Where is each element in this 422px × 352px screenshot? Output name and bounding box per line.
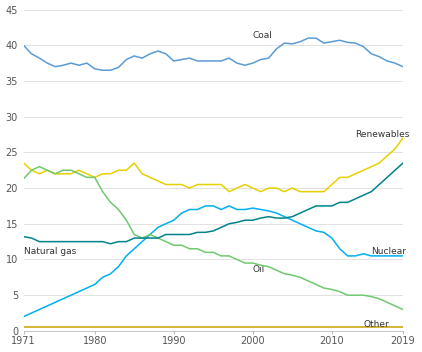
Text: Renewables: Renewables xyxy=(355,130,410,139)
Text: Nuclear: Nuclear xyxy=(371,247,406,256)
Text: Other: Other xyxy=(363,320,389,329)
Text: Natural gas: Natural gas xyxy=(24,247,76,256)
Text: Coal: Coal xyxy=(253,31,273,40)
Text: Oil: Oil xyxy=(253,265,265,274)
